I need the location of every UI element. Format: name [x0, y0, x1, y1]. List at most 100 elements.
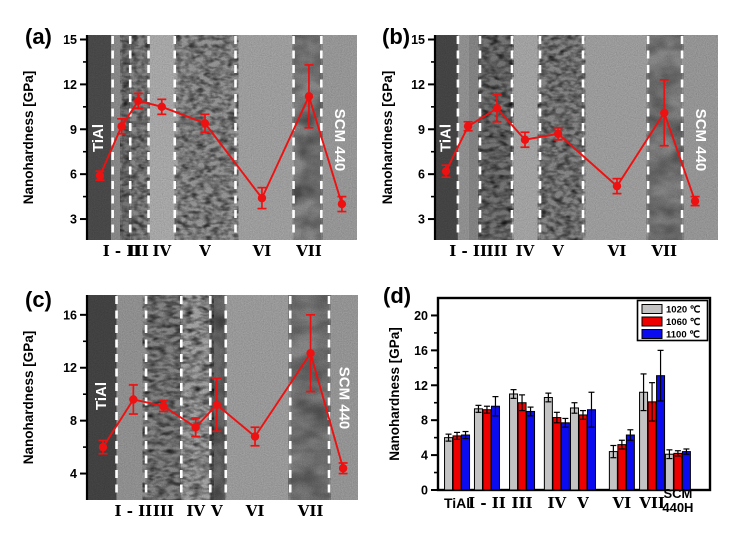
- zone-label: V: [551, 242, 564, 260]
- error-bar: [445, 433, 452, 442]
- error-bar: [562, 417, 569, 428]
- data-point: [660, 108, 669, 118]
- error-bar: [579, 409, 586, 420]
- legend-label: 1020 ℃: [666, 305, 701, 316]
- zone-label: IV: [152, 242, 171, 260]
- data-point: [553, 129, 563, 138]
- error-bar: [657, 349, 664, 402]
- data-point: [306, 348, 315, 358]
- data-point: [612, 181, 622, 191]
- y-tick-label: 16: [414, 344, 428, 358]
- micrograph-blobs: [293, 35, 322, 240]
- panel-tag: (c): [25, 287, 52, 312]
- zone-label: I - II: [449, 242, 487, 260]
- bar: [452, 435, 462, 491]
- data-point: [304, 92, 314, 101]
- bar: [673, 452, 683, 491]
- error-bar: [519, 394, 526, 412]
- trend-line: [445, 107, 696, 202]
- material-label-left: TiAl: [90, 124, 107, 152]
- error-bar: [527, 406, 534, 417]
- data-point: [117, 122, 126, 131]
- category-label: VI: [612, 494, 632, 512]
- zone-label: VI: [245, 502, 265, 520]
- error-bar: [454, 431, 461, 440]
- sem-micrograph: [87, 35, 357, 240]
- y-tick-label: 12: [63, 361, 77, 375]
- bar: [569, 407, 579, 491]
- legend-label: 1100 ℃: [666, 330, 700, 341]
- material-label-right: SCM 440: [336, 367, 353, 430]
- error-bar: [627, 429, 634, 441]
- y-tick-label: 9: [418, 123, 425, 137]
- data-point: [129, 395, 138, 404]
- error-bar: [483, 405, 490, 414]
- error-bar: [571, 402, 578, 414]
- panel-tag: (a): [25, 24, 52, 49]
- y-tick-label: 6: [418, 168, 425, 182]
- y-tick-label: 0: [421, 484, 428, 498]
- bar: [625, 434, 635, 491]
- y-tick-label: 3: [418, 213, 425, 227]
- data-point: [159, 401, 168, 411]
- category-label: V: [576, 494, 589, 512]
- trend-line: [102, 350, 345, 469]
- error-bar: [683, 448, 690, 455]
- category-label: VII: [638, 494, 665, 512]
- y-tick-label: 6: [70, 168, 77, 182]
- error-bar: [492, 396, 499, 417]
- data-point: [690, 196, 700, 206]
- error-bar: [618, 439, 625, 450]
- bar: [578, 414, 588, 491]
- error-bar: [510, 389, 517, 399]
- category-label: SCM: [663, 486, 692, 501]
- data-point: [157, 102, 166, 112]
- zone-label: I - II: [103, 242, 141, 260]
- trend-line: [99, 93, 343, 205]
- category-label: I - II: [468, 494, 506, 512]
- y-tick-label: 15: [411, 33, 425, 47]
- bar: [490, 405, 500, 491]
- material-label-left: TiAl: [93, 382, 110, 410]
- panel-tag: (d): [383, 283, 411, 308]
- data-point: [463, 122, 473, 131]
- legend-swatch: [641, 304, 663, 314]
- data-point: [520, 135, 530, 144]
- micrograph-speckle: [479, 35, 512, 240]
- error-bar: [545, 392, 552, 403]
- bar: [444, 437, 454, 491]
- micrograph-speckle: [121, 35, 149, 240]
- zone-label: III: [153, 502, 174, 520]
- material-label-left: TiAl: [437, 124, 454, 152]
- bar: [482, 409, 492, 491]
- sem-micrograph: [435, 35, 718, 240]
- zone-label: VI: [607, 242, 627, 260]
- material-label-right: SCM 440: [692, 109, 709, 172]
- y-tick-label: 4: [421, 449, 428, 463]
- data-point: [337, 199, 347, 209]
- data-point: [250, 432, 260, 441]
- error-bar: [610, 444, 617, 459]
- zone-label: V: [198, 242, 211, 260]
- category-label: III: [512, 494, 533, 512]
- data-point: [134, 96, 143, 106]
- data-point: [200, 119, 210, 128]
- y-tick-label: 3: [70, 213, 77, 227]
- category-label: IV: [548, 494, 567, 512]
- error-bar: [553, 411, 560, 424]
- y-tick-label: 8: [70, 414, 77, 428]
- bar: [517, 402, 527, 491]
- zone-label: VI: [252, 242, 272, 260]
- error-bar: [640, 373, 647, 412]
- y-tick-label: 15: [63, 33, 77, 47]
- bar: [461, 434, 471, 491]
- panel-tag: (b): [382, 24, 410, 49]
- zone-label: I - II: [114, 502, 152, 520]
- legend-label: 1060 ℃: [666, 317, 701, 328]
- micrograph-speckle: [177, 35, 236, 240]
- zone-label: VII: [295, 242, 322, 260]
- micrograph-speckle: [146, 295, 211, 500]
- legend-swatch: [641, 316, 663, 327]
